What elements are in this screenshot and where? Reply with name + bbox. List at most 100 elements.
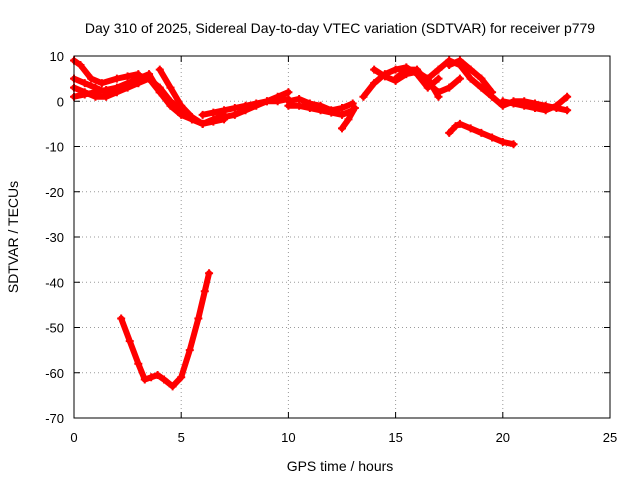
data-point xyxy=(338,110,346,119)
y-tick-label: -30 xyxy=(45,230,64,245)
data-point xyxy=(112,74,121,83)
data-point xyxy=(455,74,464,83)
data-point xyxy=(117,314,126,323)
data-point xyxy=(168,382,177,391)
data-point xyxy=(466,65,475,74)
data-point xyxy=(466,124,475,133)
data-point xyxy=(166,83,175,92)
data-point xyxy=(445,61,454,70)
data-point xyxy=(423,74,432,83)
series-track-18 xyxy=(117,269,214,391)
x-axis-label: GPS time / hours xyxy=(287,458,394,474)
data-point xyxy=(391,65,400,74)
y-tick-label: -20 xyxy=(45,185,64,200)
data-point xyxy=(200,287,209,296)
y-tick-label: 10 xyxy=(50,49,64,64)
data-point xyxy=(187,113,196,122)
data-point xyxy=(402,65,411,74)
data-point xyxy=(380,72,389,81)
data-point xyxy=(134,70,143,79)
data-point xyxy=(350,104,359,113)
data-point xyxy=(230,104,239,113)
data-point xyxy=(344,115,353,124)
data-point xyxy=(338,104,346,113)
y-tick-label: -60 xyxy=(45,366,64,381)
data-point xyxy=(284,88,293,97)
y-tick-label: -40 xyxy=(45,275,64,290)
data-point xyxy=(541,106,550,115)
data-point xyxy=(134,79,143,88)
data-point xyxy=(338,124,346,133)
chart-title: Day 310 of 2025, Sidereal Day-to-day VTE… xyxy=(85,20,595,36)
y-tick-label: -10 xyxy=(45,140,64,155)
y-tick-label: -50 xyxy=(45,321,64,336)
series-track-16 xyxy=(498,92,572,115)
data-point xyxy=(434,74,443,83)
data-point xyxy=(91,92,100,101)
data-point xyxy=(252,99,261,108)
series-track-10 xyxy=(338,104,359,133)
axis-ticks: 0 5 10 15 20 25 -70 -60 -50 -40 -30 -20 -10 0 10 xyxy=(45,49,617,445)
data-point xyxy=(477,74,486,83)
grid-lines xyxy=(74,56,610,418)
data-point xyxy=(451,122,460,131)
data-point xyxy=(241,101,250,110)
data-point xyxy=(370,79,379,88)
data-point xyxy=(194,314,203,323)
data-point xyxy=(455,119,464,128)
data-point xyxy=(205,269,214,278)
data-point xyxy=(230,110,239,119)
data-point xyxy=(434,88,443,97)
data-point xyxy=(413,65,422,74)
data-point xyxy=(498,97,507,106)
data-point xyxy=(563,106,572,115)
data-point xyxy=(509,140,518,149)
y-tick-label: -70 xyxy=(45,411,64,426)
data-point xyxy=(166,97,175,106)
data-point xyxy=(466,74,475,83)
x-tick-label: 25 xyxy=(603,430,617,445)
data-point xyxy=(316,101,325,110)
data-point xyxy=(134,359,143,368)
data-point xyxy=(563,92,572,101)
data-point xyxy=(198,110,207,119)
data-point xyxy=(153,371,162,380)
data-point xyxy=(520,101,529,110)
data-point xyxy=(140,375,149,384)
data-point xyxy=(220,106,229,115)
data-point xyxy=(552,101,561,110)
data-point xyxy=(273,97,282,106)
data-point xyxy=(295,101,304,110)
data-point xyxy=(220,113,229,122)
data-point xyxy=(80,88,89,97)
series-track-17 xyxy=(445,119,518,149)
data-point xyxy=(295,94,304,103)
data-point xyxy=(262,97,271,106)
data-point xyxy=(477,128,486,137)
data-point xyxy=(97,79,106,88)
data-point xyxy=(488,133,497,142)
data-point xyxy=(123,72,132,81)
data-point xyxy=(185,346,194,355)
data-point xyxy=(391,74,400,83)
series-track-7 xyxy=(198,94,293,119)
data-point xyxy=(434,65,443,74)
data-point xyxy=(160,375,169,384)
data-point xyxy=(102,92,111,101)
series-track-9 xyxy=(284,94,357,115)
data-point xyxy=(445,83,454,92)
series-track-13 xyxy=(391,65,464,97)
data-point xyxy=(509,99,518,108)
x-tick-label: 5 xyxy=(178,430,185,445)
data-point xyxy=(177,101,186,110)
data-point xyxy=(155,83,164,92)
x-tick-label: 0 xyxy=(70,430,77,445)
data-point xyxy=(177,373,186,382)
series-track-15 xyxy=(445,56,497,97)
data-point xyxy=(87,74,96,83)
y-tick-label: 0 xyxy=(57,94,64,109)
data-point xyxy=(125,337,134,346)
series-track-6 xyxy=(155,65,293,128)
data-point xyxy=(76,61,85,70)
